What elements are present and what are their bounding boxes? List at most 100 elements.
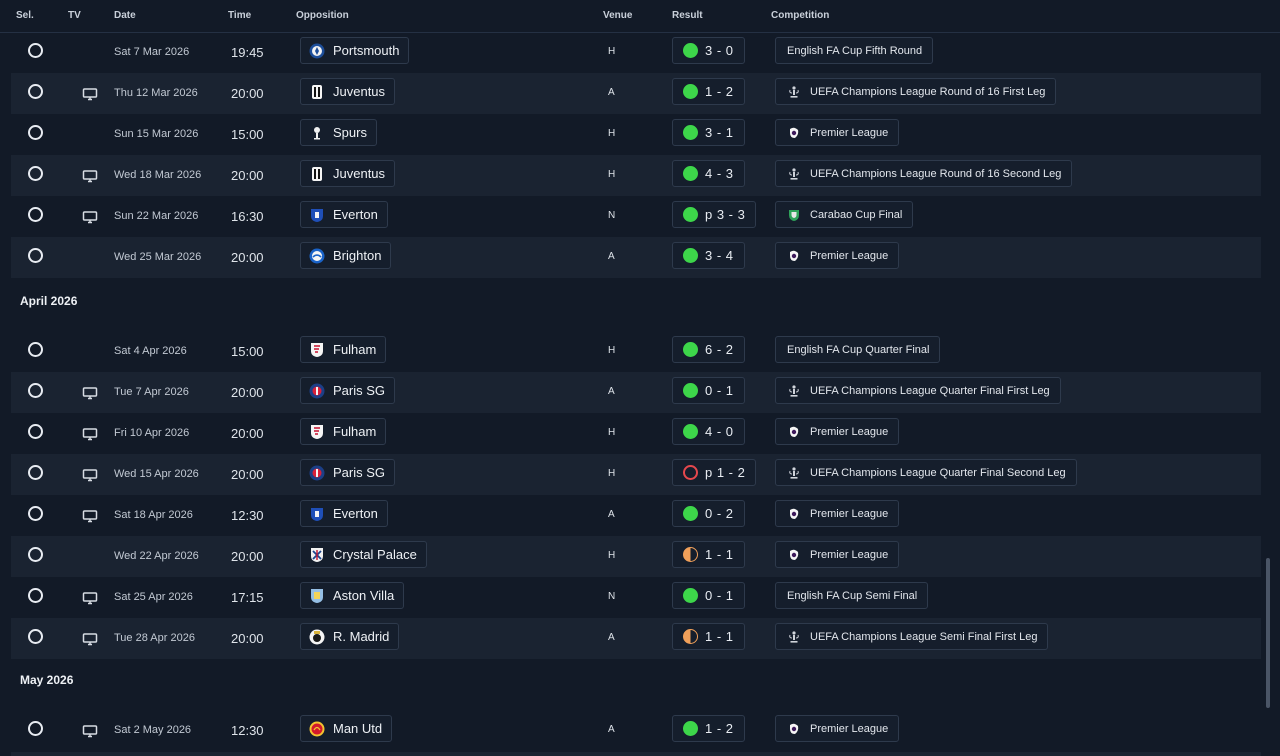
result-button[interactable]: 0 - 2 xyxy=(672,500,745,527)
venue: A xyxy=(608,386,615,397)
competition-button[interactable]: UEFA Champions League Round of 16 Second… xyxy=(775,160,1073,187)
table-row[interactable]: Sat 2 May 2026 12:30 Man Utd A 1 - 2 Premier … xyxy=(11,710,1261,751)
match-date: Tue 28 Apr 2026 xyxy=(114,632,195,644)
result-button[interactable]: 4 - 3 xyxy=(672,160,745,187)
kickoff-time: 19:45 xyxy=(231,45,264,60)
opponent-button[interactable]: Everton xyxy=(300,201,388,228)
competition-button[interactable]: Premier League xyxy=(775,541,900,568)
competition-button[interactable]: Premier League xyxy=(775,119,900,146)
opponent-button[interactable]: Man Utd xyxy=(300,715,393,742)
match-date: Tue 7 Apr 2026 xyxy=(114,386,189,398)
result-button[interactable]: 0 - 1 xyxy=(672,582,745,609)
select-radio[interactable] xyxy=(28,721,43,736)
opponent-button[interactable]: Juventus xyxy=(300,160,396,187)
select-radio[interactable] xyxy=(28,547,43,562)
result-button[interactable]: 4 - 0 xyxy=(672,418,745,445)
competition-button[interactable]: Premier League xyxy=(775,500,900,527)
col-time[interactable]: Time xyxy=(228,10,252,21)
table-row[interactable]: Sat 7 Mar 2026 19:45 Portsmouth H 3 - 0 Engli… xyxy=(11,32,1261,73)
select-radio[interactable] xyxy=(28,424,43,439)
ucl-trophy-icon xyxy=(787,167,801,181)
col-result[interactable]: Result xyxy=(672,10,703,21)
col-opposition[interactable]: Opposition xyxy=(296,10,349,21)
competition-button[interactable]: UEFA Champions League Quarter Final Firs… xyxy=(775,377,1061,404)
opponent-button[interactable]: Fulham xyxy=(300,336,387,363)
table-row[interactable]: Sun 15 Mar 2026 15:00 Spurs H 3 - 1 Premier L… xyxy=(11,114,1261,155)
competition-button[interactable]: UEFA Champions League Round of 16 First … xyxy=(775,78,1057,105)
venue: H xyxy=(608,169,616,180)
col-date[interactable]: Date xyxy=(114,10,136,21)
col-sel[interactable]: Sel. xyxy=(16,10,34,21)
select-radio[interactable] xyxy=(28,342,43,357)
result-button[interactable]: 1 - 1 xyxy=(672,623,745,650)
table-row[interactable]: Thu 12 Mar 2026 20:00 Juventus A 1 - 2 UEFA C… xyxy=(11,73,1261,114)
match-date: Sat 2 May 2026 xyxy=(114,724,192,736)
result-button[interactable]: 3 - 4 xyxy=(672,242,745,269)
result-button[interactable]: 3 - 0 xyxy=(672,37,745,64)
result-button[interactable]: 3 - 1 xyxy=(672,119,745,146)
select-radio[interactable] xyxy=(28,383,43,398)
competition-button[interactable]: English FA Cup Fifth Round xyxy=(775,37,934,64)
select-radio[interactable] xyxy=(28,465,43,480)
competition-button[interactable]: English FA Cup Semi Final xyxy=(775,582,929,609)
pl-trophy-icon xyxy=(787,249,801,263)
competition-name: Premier League xyxy=(810,425,889,438)
competition-button[interactable]: English FA Cup Quarter Final xyxy=(775,336,941,363)
venue: H xyxy=(608,468,616,479)
table-row[interactable]: Tue 28 Apr 2026 20:00 R. Madrid A 1 - 1 UEFA … xyxy=(11,618,1261,659)
competition-button[interactable]: UEFA Champions League Semi Final First L… xyxy=(775,623,1049,650)
select-radio[interactable] xyxy=(28,248,43,263)
opponent-button[interactable]: Everton xyxy=(300,500,388,527)
col-competition[interactable]: Competition xyxy=(771,10,830,21)
select-radio[interactable] xyxy=(28,207,43,222)
col-venue[interactable]: Venue xyxy=(603,10,633,21)
table-row[interactable]: Sat 25 Apr 2026 17:15 Aston Villa N 0 - 1 Eng… xyxy=(11,577,1261,618)
opponent-button[interactable]: Juventus xyxy=(300,78,396,105)
competition-button[interactable]: Premier League xyxy=(775,418,900,445)
table-row[interactable]: Wed 18 Mar 2026 20:00 Juventus H 4 - 3 UEFA C… xyxy=(11,155,1261,196)
opponent-button[interactable]: Paris SG xyxy=(300,459,396,486)
opponent-name: Paris SG xyxy=(333,383,386,398)
competition-name: Premier League xyxy=(810,126,889,139)
competition-button[interactable]: Premier League xyxy=(775,715,900,742)
result-button[interactable]: 0 - 1 xyxy=(672,377,745,404)
select-radio[interactable] xyxy=(28,125,43,140)
table-row[interactable]: Fri 10 Apr 2026 20:00 Fulham H 4 - 0 Premier … xyxy=(11,413,1261,454)
result-button[interactable]: p 3 - 3 xyxy=(672,201,757,228)
table-row[interactable]: Wed 22 Apr 2026 20:00 Crystal Palace H 1 - 1… xyxy=(11,536,1261,577)
opponent-button[interactable]: Aston Villa xyxy=(300,582,405,609)
table-row[interactable]: Tue 7 Apr 2026 20:00 Paris SG A 0 - 1 UEFA Ch… xyxy=(11,372,1261,413)
competition-button[interactable]: Premier League xyxy=(775,242,900,269)
select-radio[interactable] xyxy=(28,84,43,99)
select-radio[interactable] xyxy=(28,43,43,58)
col-tv[interactable]: TV xyxy=(68,10,81,21)
venue: A xyxy=(608,251,615,262)
select-radio[interactable] xyxy=(28,166,43,181)
result-button[interactable]: 1 - 2 xyxy=(672,715,745,742)
table-row[interactable]: Sat 4 Apr 2026 15:00 Fulham H 6 - 2 English F… xyxy=(11,331,1261,372)
result-button[interactable]: 6 - 2 xyxy=(672,336,745,363)
result-button[interactable]: 1 - 1 xyxy=(672,541,745,568)
result-button[interactable]: p 1 - 2 xyxy=(672,459,757,486)
opponent-button[interactable]: Fulham xyxy=(300,418,387,445)
table-row[interactable]: Wed 25 Mar 2026 20:00 Brighton A 3 - 4 Premie… xyxy=(11,237,1261,278)
select-radio[interactable] xyxy=(28,588,43,603)
opponent-button[interactable]: Paris SG xyxy=(300,377,396,404)
result-win-icon xyxy=(683,166,698,181)
opponent-button[interactable]: Crystal Palace xyxy=(300,541,427,568)
table-row[interactable]: Sat 18 Apr 2026 12:30 Everton A 0 - 2 Premier… xyxy=(11,495,1261,536)
result-button[interactable]: 1 - 2 xyxy=(672,78,745,105)
competition-button[interactable]: Carabao Cup Final xyxy=(775,201,914,228)
scrollbar[interactable] xyxy=(1266,558,1270,708)
opponent-name: Crystal Palace xyxy=(333,547,417,562)
score: 6 - 2 xyxy=(705,342,734,357)
competition-button[interactable]: UEFA Champions League Quarter Final Seco… xyxy=(775,459,1077,486)
select-radio[interactable] xyxy=(28,506,43,521)
opponent-button[interactable]: R. Madrid xyxy=(300,623,400,650)
opponent-button[interactable]: Brighton xyxy=(300,242,392,269)
select-radio[interactable] xyxy=(28,629,43,644)
opponent-button[interactable]: Portsmouth xyxy=(300,37,410,64)
opponent-button[interactable]: Spurs xyxy=(300,119,377,146)
